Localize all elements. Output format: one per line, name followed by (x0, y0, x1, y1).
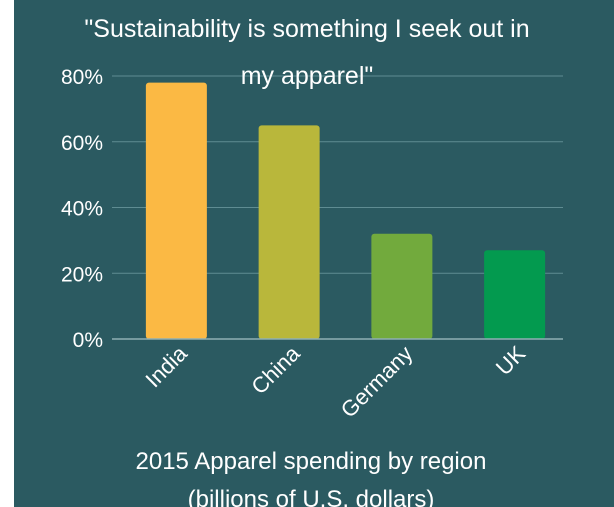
x-axis-label-line-1: 2015 Apparel spending by region (136, 448, 487, 475)
x-category-label: UK (491, 341, 531, 381)
y-axis-ticks: 0% 20% 40% 60% 80% (61, 66, 103, 352)
bar-uk (484, 250, 546, 339)
chart-title-line-2: my apparel" (241, 62, 374, 90)
y-tick-label: 60% (61, 132, 103, 155)
x-category-label: Germany (336, 341, 418, 423)
y-tick-label: 20% (61, 263, 103, 286)
x-axis-label-line-2: (billions of U.S. dollars) (188, 486, 435, 507)
bar-germany (371, 233, 433, 339)
bar-china (258, 125, 320, 339)
y-tick-label: 80% (61, 66, 103, 89)
x-category-label: China (246, 340, 305, 399)
x-axis-categories: India China Germany UK (140, 340, 530, 422)
y-tick-label: 40% (61, 198, 103, 221)
bar-india (145, 82, 207, 339)
chart-title-line-1: "Sustainability is something I seek out … (84, 15, 529, 43)
bars (145, 82, 546, 339)
y-tick-label: 0% (73, 329, 103, 352)
x-category-label: India (140, 340, 192, 392)
